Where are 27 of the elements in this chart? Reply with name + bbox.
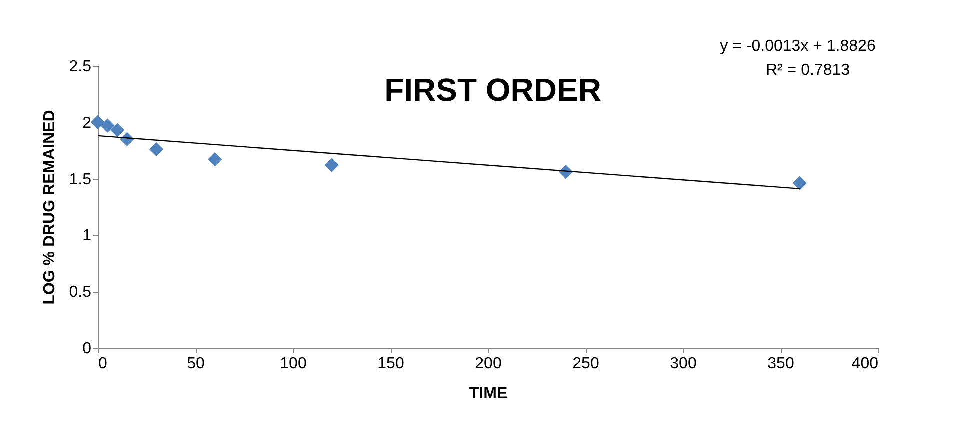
point xyxy=(100,118,115,133)
y-tick-label: 1.5 xyxy=(69,171,92,188)
x-tick-label: 100 xyxy=(280,356,307,372)
point xyxy=(149,142,164,157)
point xyxy=(324,158,340,172)
y-tick-label: 1 xyxy=(82,228,92,245)
y-tick-label: 0 xyxy=(82,340,92,358)
point xyxy=(792,176,808,190)
x-tick-label: 50 xyxy=(187,356,205,372)
point xyxy=(90,115,106,130)
x-tick-label: 200 xyxy=(475,356,502,372)
x-tick-label: 400 xyxy=(852,356,879,372)
x-tick-label: 150 xyxy=(378,356,404,372)
y-tick-label: 0.5 xyxy=(69,284,92,302)
x-tick-label: 350 xyxy=(768,356,794,372)
text: y = -0.0013x + 1.8826 xyxy=(720,38,876,55)
annotation: R² = 0.7813 xyxy=(766,62,850,79)
chart-title: FIRST ORDER xyxy=(384,72,602,108)
x-tick-label: 250 xyxy=(572,356,600,372)
y-axis-title: LOG % DRUG REMAINED xyxy=(41,110,58,305)
y-tick-label: 2.5 xyxy=(69,58,92,76)
point xyxy=(208,152,222,167)
point xyxy=(110,123,125,138)
x-tick-label: 0 xyxy=(98,356,108,372)
x-tick-label: 300 xyxy=(670,356,697,372)
y-tick-label: 2 xyxy=(82,114,92,132)
x-axis-title: TIME xyxy=(469,386,508,402)
